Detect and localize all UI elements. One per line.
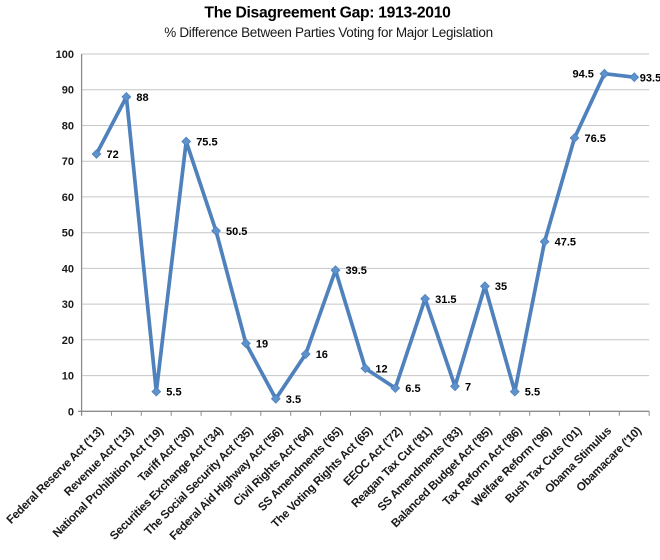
svg-text:90: 90 <box>62 85 74 97</box>
svg-text:12: 12 <box>375 363 387 375</box>
svg-text:7: 7 <box>465 381 471 393</box>
svg-text:80: 80 <box>62 121 74 133</box>
svg-text:50: 50 <box>62 228 74 240</box>
svg-text:88: 88 <box>136 92 148 104</box>
svg-text:31.5: 31.5 <box>435 294 456 306</box>
svg-text:60: 60 <box>62 192 74 204</box>
svg-text:40: 40 <box>62 263 74 275</box>
svg-text:% Difference Between Parties V: % Difference Between Parties Voting for … <box>164 25 493 40</box>
svg-text:76.5: 76.5 <box>585 133 606 145</box>
svg-text:16: 16 <box>316 349 328 361</box>
svg-text:35: 35 <box>495 281 507 293</box>
svg-text:20: 20 <box>62 335 74 347</box>
svg-text:0: 0 <box>68 406 74 418</box>
svg-text:3.5: 3.5 <box>286 394 301 406</box>
svg-text:94.5: 94.5 <box>572 68 593 80</box>
svg-text:50.5: 50.5 <box>226 226 247 238</box>
svg-text:30: 30 <box>62 299 74 311</box>
svg-text:19: 19 <box>256 338 268 350</box>
svg-text:70: 70 <box>62 156 74 168</box>
svg-text:39.5: 39.5 <box>346 265 367 277</box>
svg-text:The Disagreement Gap: 1913-201: The Disagreement Gap: 1913-2010 <box>204 5 451 22</box>
svg-text:75.5: 75.5 <box>196 137 217 149</box>
svg-text:5.5: 5.5 <box>525 387 540 399</box>
svg-text:93.5: 93.5 <box>640 72 660 84</box>
svg-text:72: 72 <box>107 149 119 161</box>
svg-text:5.5: 5.5 <box>166 387 181 399</box>
svg-text:10: 10 <box>62 371 74 383</box>
svg-text:47.5: 47.5 <box>555 237 576 249</box>
svg-text:6.5: 6.5 <box>405 383 420 395</box>
svg-text:100: 100 <box>56 49 74 61</box>
